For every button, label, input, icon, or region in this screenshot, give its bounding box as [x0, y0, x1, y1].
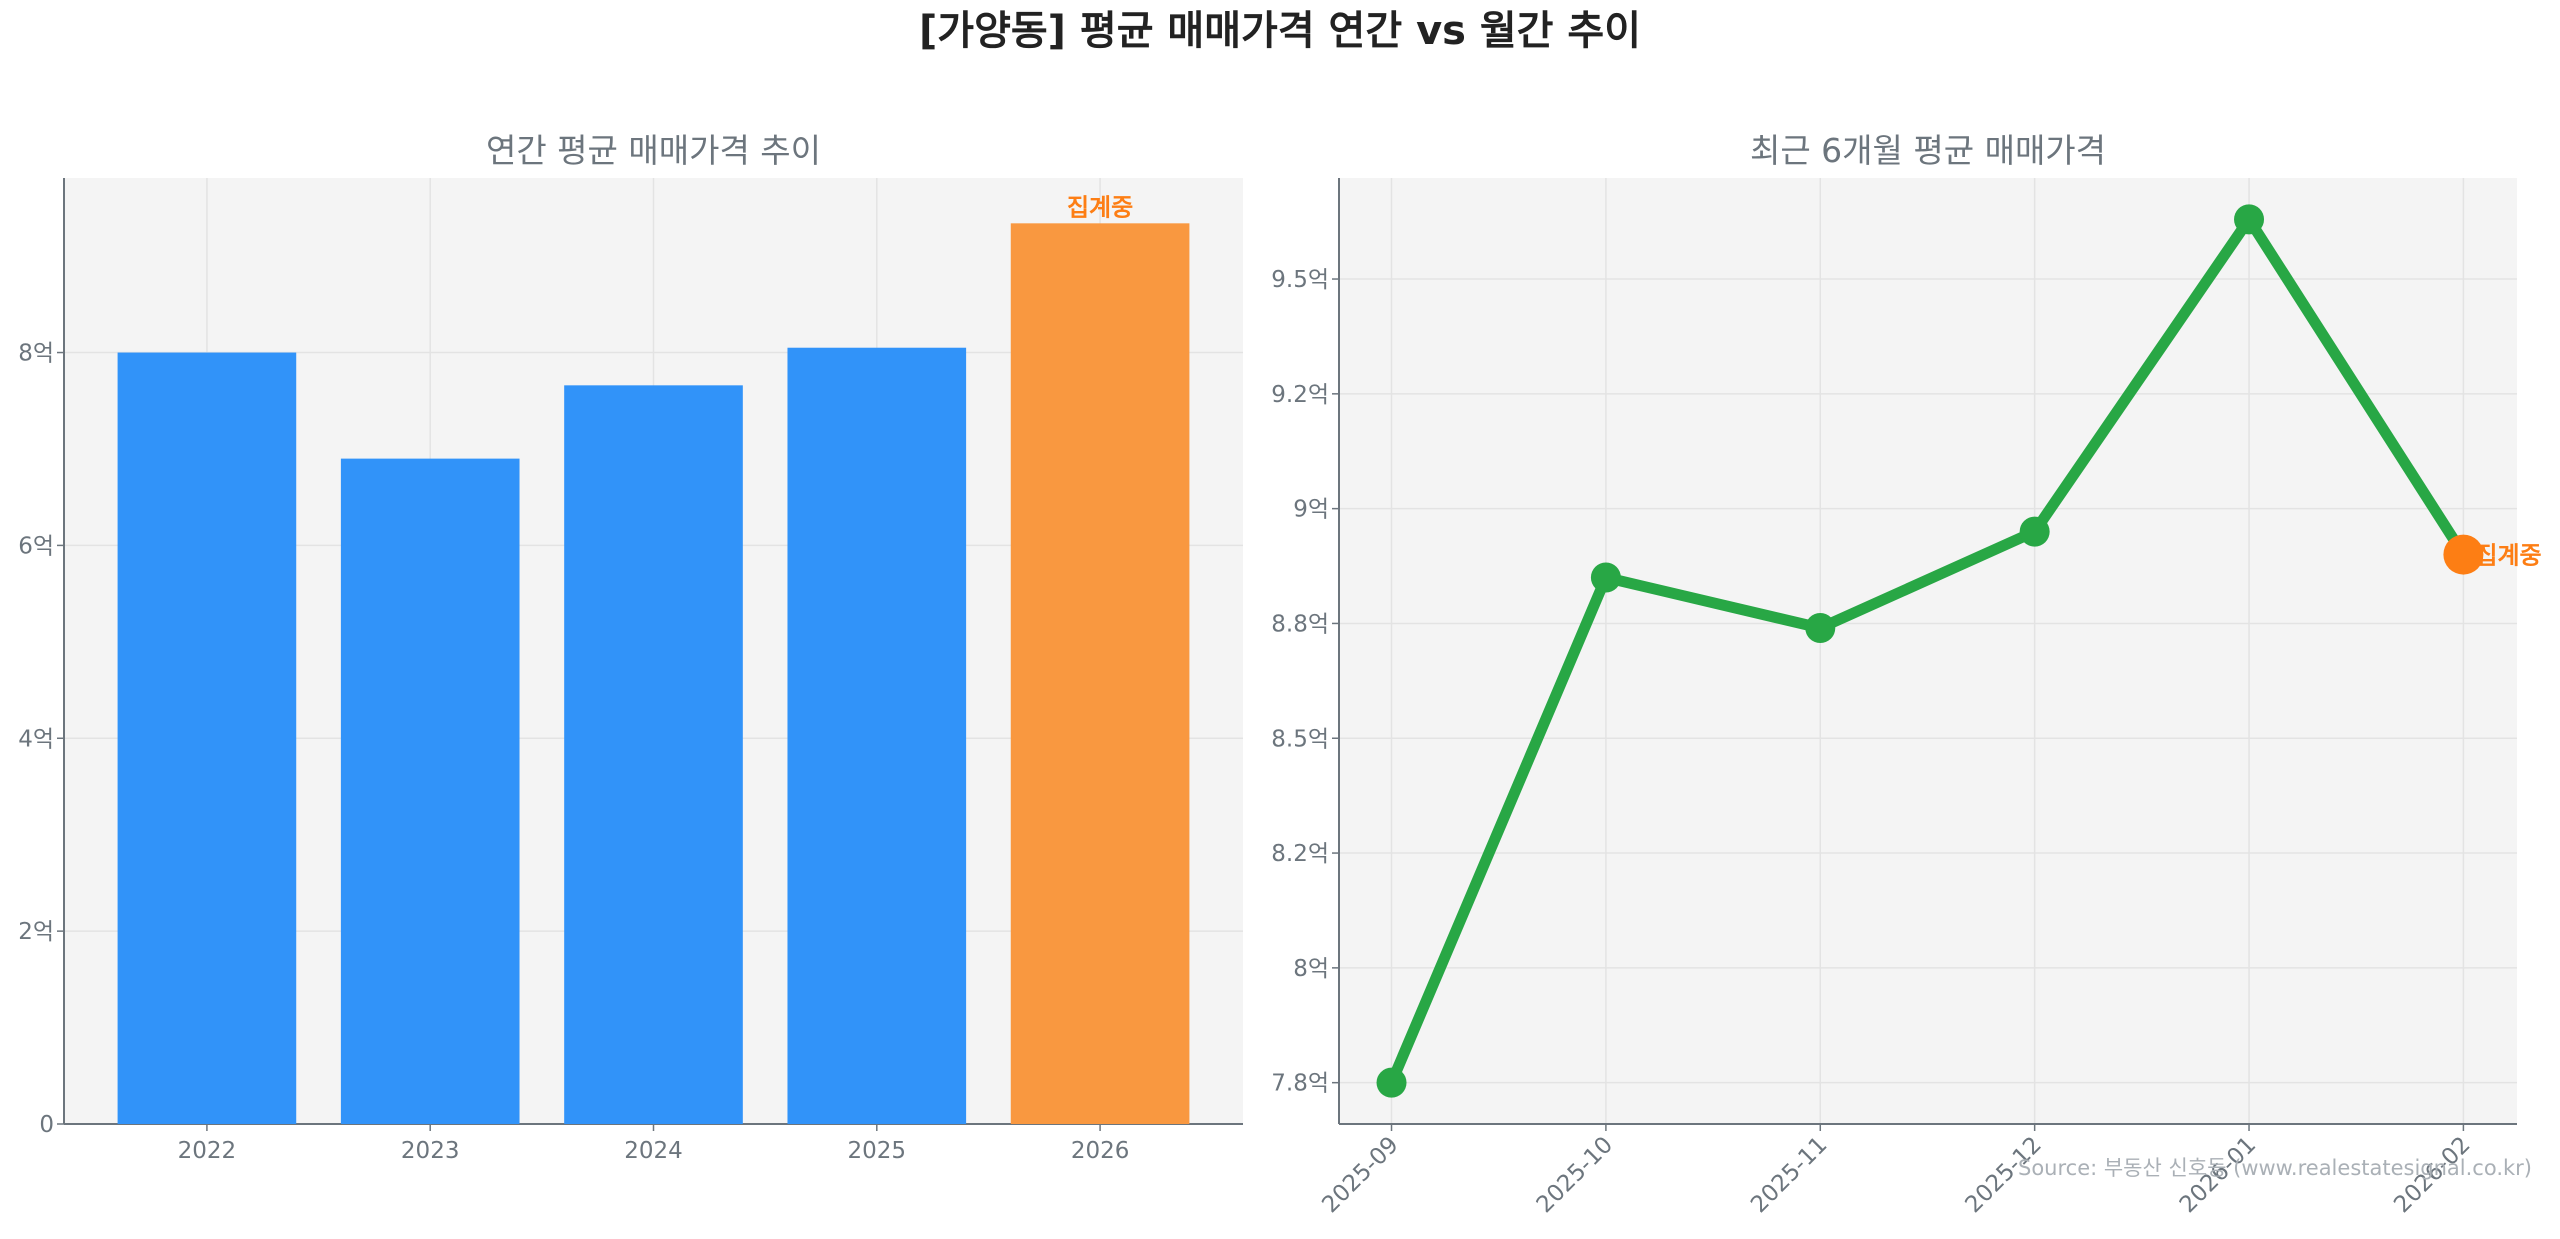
y-tick-label: 9.2억: [1271, 382, 1329, 408]
bar-2024: [564, 385, 743, 1125]
x-tick-label: 2024: [624, 1138, 683, 1164]
x-tick-label: 2023: [401, 1138, 460, 1164]
y-tick-label: 9.5억: [1271, 267, 1329, 293]
y-tick-label: 7.8억: [1271, 1071, 1329, 1097]
y-tick-label: 4억: [18, 726, 54, 752]
y-tick-label: 2억: [18, 919, 54, 945]
y-tick-label: 8.5억: [1271, 726, 1329, 752]
partial-annotation: 집계중: [2475, 542, 2541, 570]
x-tick-label: 2025-10: [1532, 1132, 1618, 1218]
bar-2023: [340, 458, 520, 1124]
bar-2026: [1010, 223, 1190, 1125]
y-tick-label: 0: [39, 1112, 54, 1138]
point-2025-11: [1805, 613, 1836, 644]
x-tick-label: 2026: [1071, 1138, 1130, 1164]
point-2026-02: [2443, 534, 2484, 575]
chart-title: 연간 평균 매매가격 추이: [486, 131, 821, 170]
y-tick-label: 8억: [1293, 956, 1329, 982]
chart-title: 최근 6개월 평균 매매가격: [1750, 131, 2106, 170]
point-2026-01: [2234, 204, 2265, 235]
x-tick-label: 2025-09: [1317, 1132, 1403, 1218]
bar-2025: [787, 347, 967, 1124]
partial-annotation: 집계중: [1067, 193, 1133, 221]
price-line: [1386, 213, 2469, 1085]
figure-title: [가양동] 평균 매매가격 연간 vs 월간 추이: [919, 8, 1641, 54]
x-tick-label: 2025-11: [1746, 1132, 1832, 1218]
y-tick-label: 8억: [18, 341, 54, 367]
y-tick-label: 8.8억: [1271, 611, 1329, 637]
plot-area: [1339, 178, 2517, 1124]
point-2025-09: [1376, 1067, 1407, 1098]
source-note: Source: 부동산 신호등 (www.realestatesignal.co…: [2018, 1156, 2532, 1180]
x-tick-label: 2022: [178, 1138, 237, 1164]
x-tick-label: 2025: [848, 1138, 907, 1164]
monthly-line-chart: 7.8억 8억 8.2억 8.5억 8.8억 9억 9.2억 9.5억 최근 6개월 평균 매매…: [1271, 131, 2541, 1218]
annual-bar-chart: 0 2억 4억 6억 8억 연간 평균 매매가격 추이 2022 2023 2024 2025 20…: [18, 131, 1243, 1164]
point-2025-10: [1590, 562, 1621, 593]
point-2025-12: [2019, 516, 2050, 547]
bar-2022: [117, 352, 297, 1124]
y-tick-label: 9억: [1293, 497, 1329, 523]
y-tick-label: 6억: [18, 533, 54, 559]
y-tick-label: 8.2억: [1271, 841, 1329, 867]
